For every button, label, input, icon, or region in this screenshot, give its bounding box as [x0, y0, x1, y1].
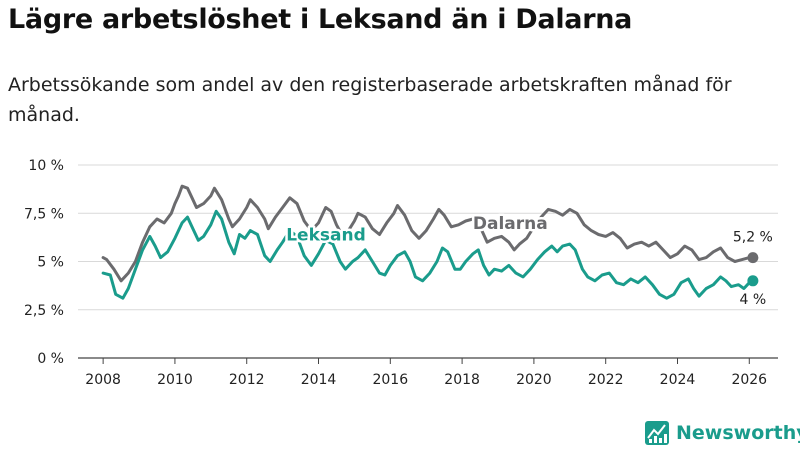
end-point-leksand [747, 275, 759, 287]
end-point-dalarna [747, 252, 759, 264]
x-tick-label: 2012 [229, 372, 265, 388]
y-tick-label: 10 % [28, 158, 64, 174]
x-tick-label: 2020 [516, 372, 552, 388]
x-axis: 2008 2010 2012 2014 2016 2018 2020 2022 2024 2026 [85, 358, 767, 388]
x-tick-label: 2014 [301, 372, 337, 388]
series-line-dalarna [101, 184, 755, 283]
brand-logo: Newsworthy [644, 418, 800, 448]
y-tick-label: 2,5 % [24, 303, 64, 319]
y-tick-label: 5 % [37, 255, 64, 271]
series-line-leksand [101, 209, 755, 300]
chart-subtitle: Arbetssökande som andel av den registerb… [8, 74, 732, 126]
x-tick-label: 2024 [660, 372, 696, 388]
gridlines [78, 164, 778, 359]
series-label-dalarna: Dalarna [473, 214, 548, 234]
x-tick-label: 2016 [372, 372, 408, 388]
end-label-leksand: 4 % [740, 292, 767, 308]
series-labels: 5,2 % 4 % Dalarna Leksand [284, 211, 773, 308]
x-tick-label: 2010 [157, 372, 193, 388]
brand-name: Newsworthy [676, 422, 800, 444]
x-tick-label: 2008 [85, 372, 121, 388]
x-tick-label: 2026 [731, 372, 767, 388]
chart-title: Lägre arbetslöshet i Leksand än i Dalarn… [8, 4, 633, 35]
x-tick-label: 2018 [444, 372, 480, 388]
y-tick-label: 7,5 % [24, 206, 64, 222]
series-lines [101, 184, 759, 300]
newsworthy-logo-icon [645, 421, 669, 445]
y-axis: 0 % 2,5 % 5 % 7,5 % 10 % [24, 158, 64, 367]
y-tick-label: 0 % [37, 351, 64, 367]
x-tick-label: 2022 [588, 372, 624, 388]
series-label-leksand: Leksand [286, 225, 366, 245]
end-label-dalarna: 5,2 % [733, 230, 773, 246]
line-chart: 2008 2010 2012 2014 2016 2018 2020 2022 2024 2026… [24, 158, 778, 388]
